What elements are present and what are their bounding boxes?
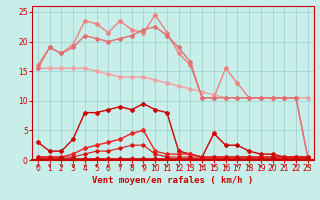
X-axis label: Vent moyen/en rafales ( km/h ): Vent moyen/en rafales ( km/h ) bbox=[92, 176, 253, 185]
